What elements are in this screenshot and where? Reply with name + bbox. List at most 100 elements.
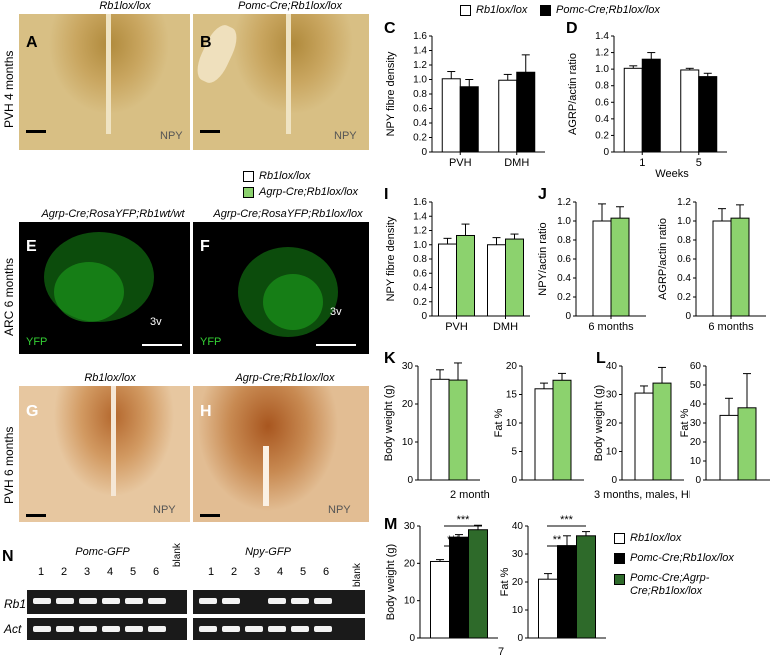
legend-rb1: Rb1lox/lox — [243, 170, 310, 182]
bar — [468, 529, 488, 639]
panel-letter-h: H — [200, 403, 212, 420]
x-axis-label: 2 months, males — [450, 489, 490, 501]
fluor-label-yfp: YFP — [200, 336, 222, 348]
bar — [448, 379, 468, 481]
legend-swatch-white — [614, 532, 625, 544]
y-tick-label: 0.4 — [557, 273, 571, 284]
y-tick-label: 0.8 — [413, 254, 427, 265]
y-tick-label: 20 — [402, 399, 414, 410]
y-axis-label: Fat % — [680, 408, 691, 437]
gel-band — [245, 626, 263, 632]
y-tick-label: 40 — [512, 521, 524, 532]
chart-l1: 0 10 20 30 40 Body weight (g) 3 months, males,… — [593, 361, 690, 501]
y-tick-label: 10 — [690, 456, 702, 467]
y-tick-label: 10 — [402, 437, 414, 448]
y-tick-label: 10 — [606, 447, 618, 458]
x-tick-label: PVH — [449, 157, 472, 169]
bar — [459, 86, 479, 153]
row-label-pvh-4-months: PVH 4 months — [2, 50, 16, 128]
ventricle-line — [111, 386, 116, 496]
x-tick-label: DMH — [504, 157, 529, 169]
bar — [430, 378, 450, 481]
significance-label: *** — [447, 534, 461, 546]
y-tick-label: 0.8 — [677, 235, 691, 246]
x-tick-label: 1 — [639, 157, 645, 169]
panel-letter-n: N — [2, 548, 14, 565]
gel-row-label-act: Act — [4, 622, 22, 636]
gel-lane-number: 5 — [300, 566, 307, 578]
chart-k1: 0 10 20 30 Body weight (g) 2 months, males — [383, 361, 490, 501]
y-tick-label: 0.2 — [677, 292, 691, 303]
gel-strip-act — [27, 618, 187, 640]
y-tick-label: 20 — [404, 558, 416, 569]
panel-g-title: Rb1lox/lox — [84, 372, 136, 384]
gel-lane-number: 2 — [231, 566, 238, 578]
micrograph-g — [19, 386, 190, 522]
bar — [712, 220, 732, 317]
y-axis-label: AGRP/actin ratio — [567, 53, 579, 135]
bar — [641, 58, 661, 153]
panel-letter-e: E — [26, 238, 37, 255]
y-tick-label: 0.6 — [413, 268, 427, 279]
y-tick-label: 30 — [690, 418, 702, 429]
y-tick-label: 30 — [402, 361, 414, 372]
y-tick-label: 20 — [506, 361, 518, 372]
y-tick-label: 5 — [511, 447, 517, 458]
x-tick-label: DMH — [493, 321, 518, 333]
y-tick-label: 20 — [512, 577, 524, 588]
gel-band — [199, 598, 217, 604]
gel-strip-rb1 — [193, 590, 365, 614]
y-tick-label: 1.0 — [413, 75, 427, 86]
blank-label: blank — [352, 563, 363, 587]
gel-2 — [193, 590, 365, 642]
legend-swatch-black — [614, 552, 625, 564]
y-tick-label: 20 — [690, 437, 702, 448]
y-tick-label: 0.8 — [413, 89, 427, 100]
y-tick-label: 40 — [690, 399, 702, 410]
gel-band — [222, 598, 240, 604]
gel-strip-rb1 — [27, 590, 187, 614]
y-tick-label: 1.0 — [413, 240, 427, 251]
y-axis-label: Body weight (g) — [593, 385, 605, 461]
panel-b-title: Pomc-Cre;Rb1lox/lox — [238, 0, 342, 12]
gel-band — [199, 626, 217, 632]
panel-letter-m: M — [384, 516, 398, 533]
gel-row-label-rb1: Rb1 — [4, 597, 27, 611]
panel-letter-c: C — [384, 20, 396, 37]
y-tick-label: 0 — [421, 311, 427, 322]
ventricle-line — [286, 14, 291, 134]
gel-title-pomc: Pomc-GFP — [75, 546, 130, 558]
scale-bar — [26, 130, 46, 133]
legend-m-pomc-agrp: Pomc-Cre;Agrp- Cre;Rb1lox/lox — [614, 572, 709, 598]
gel-band — [56, 626, 74, 632]
y-axis-label: NPY/actin ratio — [537, 222, 549, 295]
panel-letter-f: F — [200, 238, 210, 255]
y-axis-label: Fat % — [499, 567, 511, 596]
x-axis-label: 7 weeks, females — [498, 646, 504, 658]
stain-label-npy: NPY — [334, 130, 357, 142]
y-tick-label: 0.4 — [413, 283, 427, 294]
micrograph-e — [19, 222, 190, 354]
bar — [698, 76, 718, 153]
scale-bar — [26, 514, 46, 517]
micrograph-b — [193, 14, 369, 150]
x-tick-label: 6 months — [708, 321, 754, 333]
gel-lane-number: 1 — [38, 566, 45, 578]
gel-1 — [27, 590, 187, 642]
y-tick-label: 0.4 — [595, 114, 609, 125]
fluor-label-yfp: YFP — [26, 336, 48, 348]
gel-lane-number: 4 — [277, 566, 284, 578]
y-tick-label: 50 — [690, 380, 702, 391]
chart-l2: 0 10 20 30 40 50 60 Fat % — [680, 361, 770, 486]
y-tick-label: 0 — [565, 311, 571, 322]
y-tick-label: 30 — [512, 549, 524, 560]
gel-band — [268, 626, 286, 632]
ventricle-line — [106, 14, 111, 134]
bar — [623, 67, 643, 153]
significance-label: *** — [560, 514, 574, 526]
legend-m-rb1: Rb1lox/lox — [614, 532, 681, 544]
panel-f-title: Agrp-Cre;RosaYFP;Rb1lox/lox — [213, 208, 363, 220]
gel-title-npy: Npy-GFP — [245, 546, 291, 558]
legend-rb1-top: Rb1lox/lox — [460, 4, 527, 16]
